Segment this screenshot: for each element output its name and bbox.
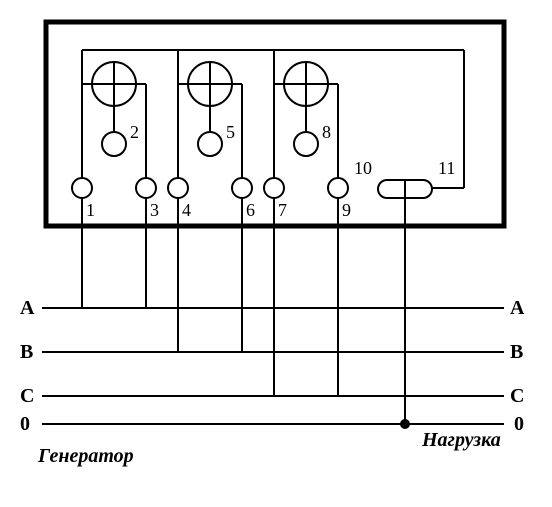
terminal-label: 7 (278, 200, 287, 220)
generator-label: Генератор (37, 445, 134, 467)
load-label: Нагрузка (421, 429, 501, 451)
terminal-label: 9 (342, 200, 351, 220)
phase-label-left: B (20, 341, 33, 363)
phase-label-right: 0 (514, 413, 524, 435)
terminal-label: 1 (86, 200, 95, 220)
terminal-label: 8 (322, 122, 331, 142)
terminal-label: 3 (150, 200, 159, 220)
phase-label-left: 0 (20, 413, 30, 435)
terminal-label: 5 (226, 122, 235, 142)
terminal-label: 6 (246, 200, 255, 220)
phase-label-left: C (20, 385, 34, 407)
phase-label-right: A (510, 297, 525, 319)
terminal-label: 4 (182, 200, 191, 220)
phase-label-right: C (510, 385, 524, 407)
phase-label-left: A (20, 297, 35, 319)
terminal-label: 11 (438, 158, 455, 178)
terminal-label: 2 (130, 122, 139, 142)
phase-label-right: B (510, 341, 523, 363)
terminal-label: 10 (354, 158, 372, 178)
